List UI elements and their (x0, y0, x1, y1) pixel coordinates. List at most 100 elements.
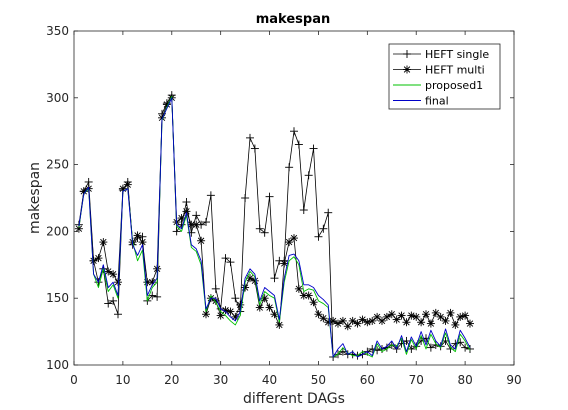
data-point (226, 307, 235, 316)
data-point (441, 316, 450, 325)
y-tick-label: 100 (46, 358, 69, 372)
y-axis-ticks: 100 150 200 250 300 350 (46, 24, 514, 372)
data-point (319, 314, 328, 323)
data-point (153, 292, 162, 301)
data-point (466, 319, 474, 328)
data-point (84, 177, 93, 186)
data-point (363, 318, 372, 327)
data-point (426, 343, 435, 352)
data-point (422, 310, 430, 319)
series-line (78, 97, 471, 358)
data-point (436, 312, 445, 321)
data-point (446, 308, 455, 317)
y-axis-label: makespan (27, 162, 43, 234)
data-point (123, 180, 132, 189)
data-point (461, 343, 470, 352)
data-point (304, 291, 313, 300)
legend-label: HEFT multi (425, 64, 485, 77)
x-tick-label: 70 (409, 373, 424, 387)
legend-label: HEFT single (425, 48, 489, 61)
x-axis-label: different DAGs (243, 391, 345, 407)
data-point (216, 311, 225, 320)
data-point (202, 218, 210, 227)
x-tick-label: 0 (70, 373, 78, 387)
data-point (221, 254, 230, 263)
x-tick-label: 80 (457, 373, 472, 387)
data-point (431, 308, 440, 317)
data-point (403, 65, 411, 74)
series-final (78, 97, 471, 358)
data-point (270, 310, 279, 319)
series-proposed1 (78, 96, 471, 358)
data-point (177, 214, 186, 223)
data-point (304, 171, 313, 180)
data-point (211, 284, 220, 293)
data-point (206, 191, 215, 200)
data-point (431, 340, 440, 349)
legend-item: HEFT multi (393, 64, 485, 77)
data-point (192, 220, 201, 229)
data-point (382, 312, 391, 321)
data-point (402, 318, 411, 327)
data-point (294, 284, 303, 293)
data-point (109, 296, 118, 305)
legend-box (388, 43, 501, 110)
data-point (324, 208, 333, 217)
data-point (299, 206, 308, 215)
data-point (109, 270, 118, 279)
data-point (368, 316, 377, 325)
data-point (314, 232, 323, 241)
x-tick-label: 60 (360, 373, 375, 387)
data-point (387, 310, 396, 319)
series-heft-multi (74, 93, 474, 331)
y-tick-label: 350 (46, 24, 69, 38)
data-point (285, 238, 294, 247)
chart-title: makespan (256, 12, 331, 27)
data-point (461, 311, 470, 320)
data-point (265, 192, 274, 201)
data-point (241, 194, 250, 202)
data-point (417, 318, 426, 327)
data-point (236, 300, 245, 309)
data-point (114, 278, 122, 287)
data-point (403, 50, 411, 58)
series-layer (74, 91, 474, 361)
data-point (260, 228, 269, 237)
x-tick-label: 40 (262, 373, 277, 387)
data-point (392, 315, 401, 324)
data-point (99, 238, 108, 247)
legend-item: proposed1 (393, 79, 483, 92)
data-point (104, 299, 113, 308)
data-point (192, 211, 201, 220)
data-point (285, 163, 294, 172)
legend-label: proposed1 (425, 79, 483, 92)
x-axis-ticks: 0 10 20 30 40 50 60 70 80 90 (70, 31, 522, 387)
x-tick-label: 30 (213, 373, 228, 387)
data-point (270, 274, 279, 283)
data-point (280, 259, 289, 268)
data-point (290, 234, 298, 243)
y-tick-label: 250 (46, 158, 69, 172)
data-point (94, 254, 103, 263)
data-point (114, 310, 122, 319)
data-point (226, 258, 235, 267)
legend-item: HEFT single (393, 48, 489, 61)
data-point (255, 224, 264, 233)
data-point (250, 144, 259, 153)
legend-label: final (425, 95, 449, 108)
data-point (89, 256, 98, 265)
data-point (397, 311, 406, 320)
data-point (309, 298, 318, 307)
data-point (309, 144, 318, 153)
data-point (290, 127, 298, 136)
data-point (451, 320, 460, 329)
data-point (426, 319, 435, 328)
x-tick-label: 10 (115, 373, 130, 387)
data-point (338, 316, 347, 325)
data-point (378, 316, 386, 325)
y-tick-label: 150 (46, 291, 69, 305)
data-point (402, 336, 411, 345)
data-point (294, 140, 303, 149)
data-point (172, 227, 181, 236)
